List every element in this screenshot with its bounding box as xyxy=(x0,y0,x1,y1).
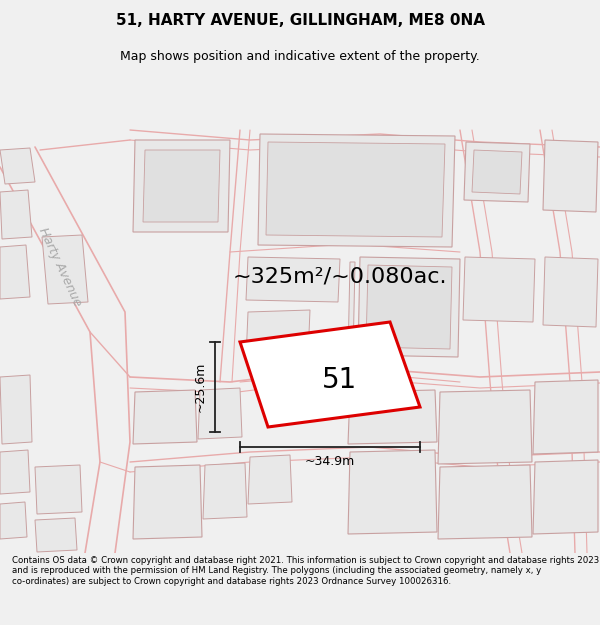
Text: Harty Avenue: Harty Avenue xyxy=(36,226,84,309)
Text: ~25.6m: ~25.6m xyxy=(194,362,207,413)
Polygon shape xyxy=(248,455,292,504)
Text: ~325m²/~0.080ac.: ~325m²/~0.080ac. xyxy=(233,267,447,287)
Polygon shape xyxy=(463,257,535,322)
Polygon shape xyxy=(203,463,247,519)
Polygon shape xyxy=(464,142,530,202)
Polygon shape xyxy=(246,257,340,302)
Polygon shape xyxy=(348,262,355,357)
Text: Map shows position and indicative extent of the property.: Map shows position and indicative extent… xyxy=(120,49,480,62)
Polygon shape xyxy=(438,465,532,539)
Text: 51: 51 xyxy=(322,366,357,394)
Polygon shape xyxy=(143,150,220,222)
Text: Contains OS data © Crown copyright and database right 2021. This information is : Contains OS data © Crown copyright and d… xyxy=(12,556,599,586)
Polygon shape xyxy=(533,380,598,454)
Polygon shape xyxy=(0,450,30,494)
Polygon shape xyxy=(133,465,202,539)
Polygon shape xyxy=(133,140,230,232)
Polygon shape xyxy=(348,390,437,444)
Polygon shape xyxy=(0,148,35,184)
Polygon shape xyxy=(240,322,420,427)
Polygon shape xyxy=(438,390,532,464)
Polygon shape xyxy=(198,388,242,439)
Polygon shape xyxy=(472,150,522,194)
Polygon shape xyxy=(42,235,88,304)
Polygon shape xyxy=(0,502,27,539)
Polygon shape xyxy=(0,245,30,299)
Polygon shape xyxy=(133,390,197,444)
Polygon shape xyxy=(35,518,77,552)
Polygon shape xyxy=(543,140,598,212)
Polygon shape xyxy=(348,450,437,534)
Text: 51, HARTY AVENUE, GILLINGHAM, ME8 0NA: 51, HARTY AVENUE, GILLINGHAM, ME8 0NA xyxy=(115,12,485,28)
Polygon shape xyxy=(258,134,455,247)
Polygon shape xyxy=(358,257,460,357)
Polygon shape xyxy=(543,257,598,327)
Polygon shape xyxy=(35,465,82,514)
Text: ~34.9m: ~34.9m xyxy=(305,455,355,468)
Polygon shape xyxy=(0,190,32,239)
Polygon shape xyxy=(266,142,445,237)
Polygon shape xyxy=(533,460,598,534)
Polygon shape xyxy=(246,310,310,359)
Polygon shape xyxy=(0,375,32,444)
Polygon shape xyxy=(366,265,452,349)
